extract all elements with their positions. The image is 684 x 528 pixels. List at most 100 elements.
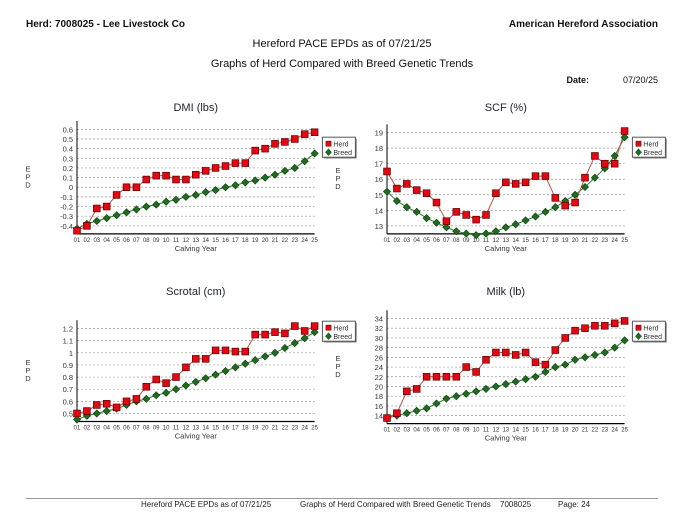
svg-text:26: 26	[375, 353, 383, 362]
svg-text:0.6: 0.6	[63, 397, 73, 406]
svg-text:19: 19	[252, 425, 259, 431]
svg-text:D: D	[25, 374, 31, 383]
svg-text:04: 04	[103, 238, 110, 244]
svg-text:03: 03	[403, 428, 410, 434]
svg-text:06: 06	[433, 428, 440, 434]
svg-text:08: 08	[453, 428, 460, 434]
svg-text:21: 21	[582, 238, 589, 244]
svg-text:24: 24	[375, 363, 383, 372]
svg-text:Breed: Breed	[643, 150, 662, 157]
svg-text:08: 08	[453, 238, 460, 244]
svg-text:-0.2: -0.2	[60, 203, 73, 212]
svg-text:22: 22	[282, 425, 289, 431]
svg-text:0: 0	[69, 183, 73, 192]
svg-text:0.2: 0.2	[63, 164, 73, 173]
svg-text:24: 24	[611, 238, 618, 244]
svg-text:09: 09	[153, 425, 160, 431]
svg-text:-0.3: -0.3	[60, 212, 73, 221]
svg-text:10: 10	[473, 428, 480, 434]
svg-text:23: 23	[291, 425, 298, 431]
svg-text:01: 01	[74, 425, 81, 431]
svg-text:Breed: Breed	[333, 334, 352, 341]
svg-text:18: 18	[242, 425, 249, 431]
svg-text:22: 22	[592, 428, 599, 434]
svg-text:34: 34	[375, 315, 383, 324]
svg-text:02: 02	[84, 425, 91, 431]
svg-text:-0.4: -0.4	[60, 222, 73, 231]
svg-text:Calving Year: Calving Year	[175, 431, 218, 440]
svg-text:16: 16	[375, 402, 383, 411]
svg-text:02: 02	[84, 238, 91, 244]
svg-text:22: 22	[375, 373, 383, 382]
svg-text:08: 08	[143, 425, 150, 431]
svg-text:Herd: Herd	[333, 325, 348, 332]
svg-text:07: 07	[133, 425, 140, 431]
svg-text:04: 04	[413, 428, 420, 434]
svg-text:09: 09	[153, 238, 160, 244]
svg-text:32: 32	[375, 324, 383, 333]
svg-text:Calving Year: Calving Year	[175, 244, 218, 253]
svg-text:03: 03	[403, 238, 410, 244]
svg-text:16: 16	[222, 425, 229, 431]
svg-text:06: 06	[123, 425, 130, 431]
svg-text:20: 20	[572, 428, 579, 434]
svg-text:Herd: Herd	[333, 141, 348, 148]
svg-text:Calving Year: Calving Year	[485, 434, 528, 443]
svg-text:05: 05	[423, 428, 430, 434]
svg-text:06: 06	[433, 238, 440, 244]
svg-text:Milk (lb): Milk (lb)	[487, 286, 526, 298]
svg-text:07: 07	[443, 238, 450, 244]
svg-text:16: 16	[375, 175, 383, 184]
svg-text:Scrotal (cm): Scrotal (cm)	[166, 286, 225, 298]
svg-text:18: 18	[375, 392, 383, 401]
svg-text:17: 17	[232, 425, 239, 431]
svg-text:03: 03	[93, 238, 100, 244]
svg-text:23: 23	[291, 238, 298, 244]
svg-text:D: D	[25, 180, 31, 189]
svg-text:07: 07	[133, 238, 140, 244]
svg-text:Calving Year: Calving Year	[485, 244, 528, 253]
svg-text:24: 24	[301, 425, 308, 431]
svg-text:24: 24	[301, 238, 308, 244]
svg-text:17: 17	[542, 238, 549, 244]
svg-text:21: 21	[272, 425, 279, 431]
svg-text:Breed: Breed	[333, 150, 352, 157]
svg-text:24: 24	[611, 428, 618, 434]
svg-text:0.5: 0.5	[63, 135, 73, 144]
svg-text:23: 23	[601, 238, 608, 244]
svg-text:18: 18	[552, 238, 559, 244]
svg-text:0.4: 0.4	[63, 145, 73, 154]
svg-text:1.2: 1.2	[63, 325, 73, 334]
svg-text:0.6: 0.6	[63, 125, 73, 134]
svg-text:0.3: 0.3	[63, 154, 73, 163]
svg-text:17: 17	[375, 160, 383, 169]
svg-text:16: 16	[222, 238, 229, 244]
svg-text:09: 09	[463, 428, 470, 434]
svg-text:19: 19	[375, 129, 383, 138]
svg-text:02: 02	[394, 238, 401, 244]
svg-text:04: 04	[413, 238, 420, 244]
svg-text:D: D	[335, 182, 341, 191]
svg-text:01: 01	[74, 238, 81, 244]
svg-text:DMI (lbs): DMI (lbs)	[173, 102, 218, 114]
svg-text:04: 04	[103, 425, 110, 431]
svg-text:21: 21	[272, 238, 279, 244]
svg-text:07: 07	[443, 428, 450, 434]
svg-text:-0.1: -0.1	[60, 193, 73, 202]
svg-text:0.7: 0.7	[63, 385, 73, 394]
svg-text:Breed: Breed	[643, 334, 662, 341]
svg-text:05: 05	[113, 425, 120, 431]
svg-text:20: 20	[572, 238, 579, 244]
svg-text:0.8: 0.8	[63, 373, 73, 382]
svg-text:18: 18	[242, 238, 249, 244]
svg-text:01: 01	[384, 428, 391, 434]
svg-text:25: 25	[621, 428, 628, 434]
svg-text:02: 02	[394, 428, 401, 434]
svg-text:06: 06	[123, 238, 130, 244]
svg-text:08: 08	[143, 238, 150, 244]
svg-text:19: 19	[252, 238, 259, 244]
svg-text:1: 1	[69, 349, 73, 358]
svg-text:10: 10	[163, 238, 170, 244]
svg-text:20: 20	[375, 383, 383, 392]
svg-text:05: 05	[113, 238, 120, 244]
